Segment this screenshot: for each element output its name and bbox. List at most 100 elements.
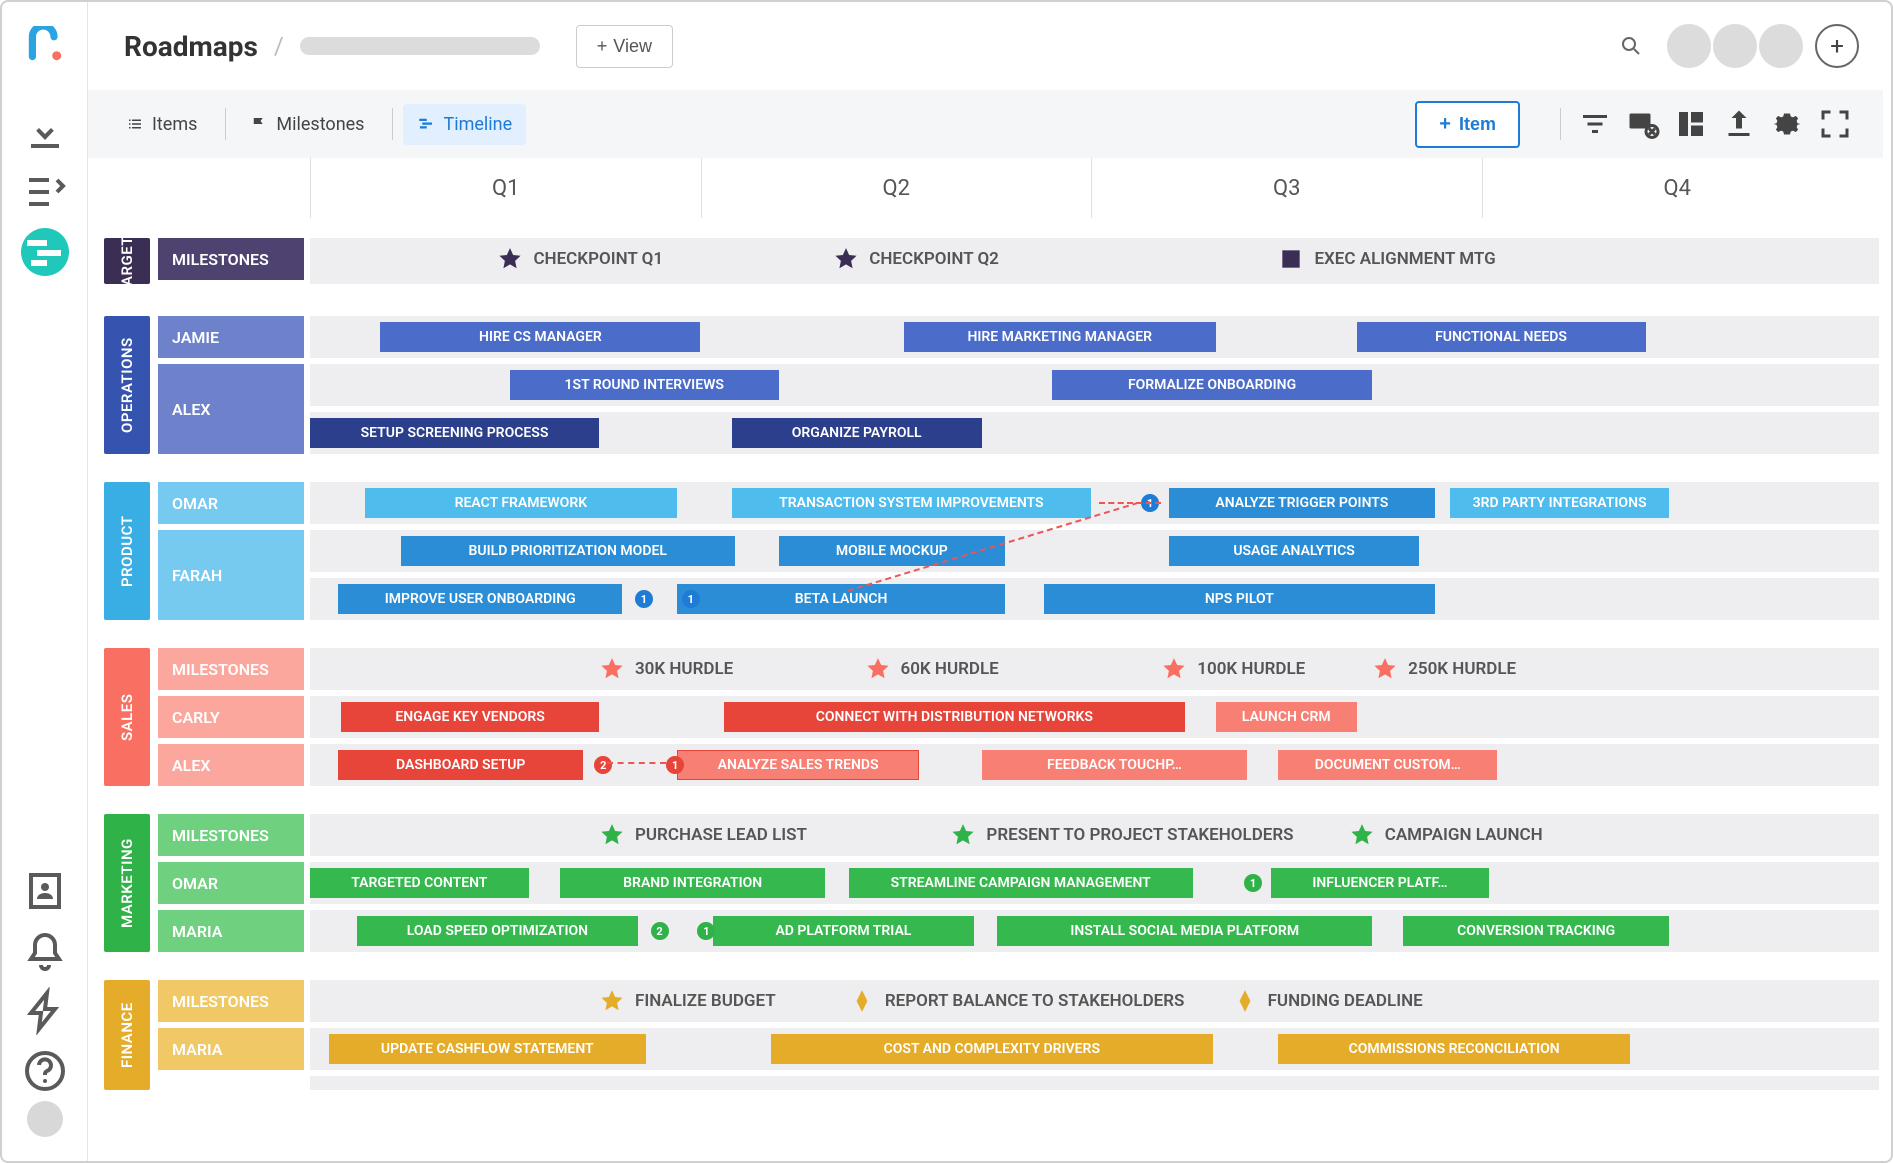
swimlane-tab[interactable]: MARIA bbox=[158, 1028, 304, 1070]
milestone[interactable]: 30K HURDLE bbox=[599, 648, 733, 690]
dependency-badge[interactable]: 1 bbox=[1244, 874, 1262, 892]
dependency-badge[interactable]: 2 bbox=[594, 756, 612, 774]
milestone[interactable]: PURCHASE LEAD LIST bbox=[599, 814, 807, 856]
milestone[interactable]: REPORT BALANCE TO STAKEHOLDERS bbox=[849, 980, 1185, 1022]
bolt-icon[interactable] bbox=[21, 987, 69, 1035]
timeline-bar[interactable]: TRANSACTION SYSTEM IMPROVEMENTS bbox=[732, 488, 1091, 518]
add-item-button[interactable]: +Item bbox=[1415, 101, 1520, 148]
timeline-bar[interactable]: 1ST ROUND INTERVIEWS bbox=[510, 370, 779, 400]
help-icon[interactable] bbox=[21, 1047, 69, 1095]
swimlane-tab[interactable]: MARIA bbox=[158, 910, 304, 952]
columns-icon[interactable] bbox=[1673, 106, 1709, 142]
milestone[interactable]: 250K HURDLE bbox=[1372, 648, 1516, 690]
timeline-bar[interactable]: AD PLATFORM TRIAL bbox=[713, 916, 974, 946]
timeline-bar[interactable]: STREAMLINE CAMPAIGN MANAGEMENT bbox=[849, 868, 1193, 898]
export-icon[interactable] bbox=[1721, 106, 1757, 142]
milestone[interactable]: CHECKPOINT Q1 bbox=[497, 238, 663, 280]
group-tab-marketing[interactable]: MARKETING bbox=[104, 814, 150, 952]
swimlane-tab[interactable]: MILESTONES bbox=[158, 238, 304, 280]
dependency-badge[interactable]: 1 bbox=[682, 590, 700, 608]
timeline-bar[interactable]: LOAD SPEED OPTIMIZATION bbox=[357, 916, 638, 946]
timeline-bar[interactable]: IMPROVE USER ONBOARDING bbox=[338, 584, 622, 614]
timeline-bar[interactable]: ANALYZE TRIGGER POINTS bbox=[1169, 488, 1435, 518]
gear-icon[interactable] bbox=[1769, 106, 1805, 142]
group-tab-product[interactable]: PRODUCT bbox=[104, 482, 150, 620]
avatar[interactable] bbox=[1667, 24, 1711, 68]
download-icon[interactable] bbox=[21, 108, 69, 156]
milestone[interactable]: FINALIZE BUDGET bbox=[599, 980, 776, 1022]
milestone[interactable]: PRESENT TO PROJECT STAKEHOLDERS bbox=[950, 814, 1293, 856]
timeline-bar[interactable]: USAGE ANALYTICS bbox=[1169, 536, 1419, 566]
user-avatar[interactable] bbox=[27, 1101, 63, 1137]
timeline-bar[interactable]: UPDATE CASHFLOW STATEMENT bbox=[329, 1034, 646, 1064]
dependency-badge[interactable]: 1 bbox=[697, 922, 715, 940]
view-button[interactable]: +View bbox=[576, 25, 673, 68]
timeline-bar[interactable]: REACT FRAMEWORK bbox=[365, 488, 677, 518]
avatar[interactable] bbox=[1713, 24, 1757, 68]
tab-timeline[interactable]: Timeline bbox=[403, 104, 526, 145]
swimlane-tab[interactable]: MILESTONES bbox=[158, 814, 304, 856]
milestone[interactable]: CAMPAIGN LAUNCH bbox=[1349, 814, 1543, 856]
search-icon[interactable] bbox=[1619, 34, 1643, 58]
milestone[interactable]: EXEC ALIGNMENT MTG bbox=[1278, 238, 1495, 280]
tab-milestones[interactable]: Milestones bbox=[236, 104, 378, 145]
timeline-bar[interactable]: BRAND INTEGRATION bbox=[560, 868, 826, 898]
timeline-bar[interactable]: BETA LAUNCH bbox=[677, 584, 1005, 614]
timeline-bar[interactable]: FEEDBACK TOUCHP… bbox=[982, 750, 1248, 780]
timeline-bar[interactable]: DASHBOARD SETUP bbox=[338, 750, 583, 780]
swimlane-tab[interactable]: ALEX bbox=[158, 364, 304, 454]
swimlane-tab[interactable]: OMAR bbox=[158, 482, 304, 524]
timeline-bar[interactable]: ANALYZE SALES TRENDS bbox=[677, 750, 919, 780]
swimlane-tab[interactable]: JAMIE bbox=[158, 316, 304, 358]
timeline-bar[interactable]: INSTALL SOCIAL MEDIA PLATFORM bbox=[997, 916, 1372, 946]
fullscreen-icon[interactable] bbox=[1817, 106, 1853, 142]
dependency-badge[interactable]: 1 bbox=[666, 756, 684, 774]
group-tab-operations[interactable]: OPERATIONS bbox=[104, 316, 150, 454]
timeline-bar[interactable]: HIRE CS MANAGER bbox=[380, 322, 700, 352]
timeline-bar[interactable]: INFLUENCER PLATF… bbox=[1271, 868, 1490, 898]
add-member-button[interactable]: + bbox=[1815, 24, 1859, 68]
link-icon[interactable] bbox=[1625, 106, 1661, 142]
group-tab-finance[interactable]: FINANCE bbox=[104, 980, 150, 1090]
swimlane-tab[interactable]: ALEX bbox=[158, 744, 304, 786]
timeline-bar[interactable]: HIRE MARKETING MANAGER bbox=[904, 322, 1216, 352]
milestone[interactable]: FUNDING DEADLINE bbox=[1232, 980, 1423, 1022]
swimlane-tab[interactable]: CARLY bbox=[158, 696, 304, 738]
list-icon[interactable] bbox=[21, 168, 69, 216]
breadcrumb-placeholder[interactable] bbox=[300, 37, 540, 55]
contacts-icon[interactable] bbox=[21, 867, 69, 915]
milestone[interactable]: CHECKPOINT Q2 bbox=[833, 238, 999, 280]
swimlane-tab[interactable]: OMAR bbox=[158, 862, 304, 904]
timeline-bar[interactable]: COMMISSIONS RECONCILIATION bbox=[1278, 1034, 1629, 1064]
timeline-bar[interactable]: 3RD PARTY INTEGRATIONS bbox=[1450, 488, 1669, 518]
milestone[interactable]: 60K HURDLE bbox=[865, 648, 999, 690]
group-tab-targets[interactable]: TARGETS bbox=[104, 238, 150, 284]
swimlane-tab[interactable]: MILESTONES bbox=[158, 980, 304, 1022]
timeline-bar[interactable]: FUNCTIONAL NEEDS bbox=[1357, 322, 1646, 352]
group-tab-sales[interactable]: SALES bbox=[104, 648, 150, 786]
filter-icon[interactable] bbox=[1577, 106, 1613, 142]
timeline-bar[interactable]: MOBILE MOCKUP bbox=[779, 536, 1005, 566]
dependency-badge[interactable]: 1 bbox=[635, 590, 653, 608]
tab-items[interactable]: Items bbox=[112, 104, 211, 145]
timeline-bar[interactable]: ORGANIZE PAYROLL bbox=[732, 418, 982, 448]
timeline-bar[interactable]: NPS PILOT bbox=[1044, 584, 1435, 614]
avatar[interactable] bbox=[1759, 24, 1803, 68]
swimlane-tab[interactable]: MILESTONES bbox=[158, 648, 304, 690]
timeline-bar[interactable]: FORMALIZE ONBOARDING bbox=[1052, 370, 1372, 400]
timeline-bar[interactable]: BUILD PRIORITIZATION MODEL bbox=[401, 536, 735, 566]
swimlane: IMPROVE USER ONBOARDING BETA LAUNCH NPS PI… bbox=[310, 578, 1879, 620]
milestone[interactable]: 100K HURDLE bbox=[1161, 648, 1305, 690]
timeline-bar[interactable]: CONVERSION TRACKING bbox=[1403, 916, 1669, 946]
bell-icon[interactable] bbox=[21, 927, 69, 975]
dependency-badge[interactable]: 2 bbox=[651, 922, 669, 940]
timeline-nav-icon[interactable] bbox=[21, 228, 69, 276]
timeline-bar[interactable]: COST AND COMPLEXITY DRIVERS bbox=[771, 1034, 1213, 1064]
timeline-bar[interactable]: DOCUMENT CUSTOM… bbox=[1278, 750, 1497, 780]
timeline-bar[interactable]: ENGAGE KEY VENDORS bbox=[341, 702, 599, 732]
swimlane-tab[interactable]: FARAH bbox=[158, 530, 304, 620]
timeline-bar[interactable]: TARGETED CONTENT bbox=[310, 868, 529, 898]
timeline-bar[interactable]: SETUP SCREENING PROCESS bbox=[310, 418, 599, 448]
timeline-bar[interactable]: LAUNCH CRM bbox=[1216, 702, 1357, 732]
timeline-bar[interactable]: CONNECT WITH DISTRIBUTION NETWORKS bbox=[724, 702, 1185, 732]
